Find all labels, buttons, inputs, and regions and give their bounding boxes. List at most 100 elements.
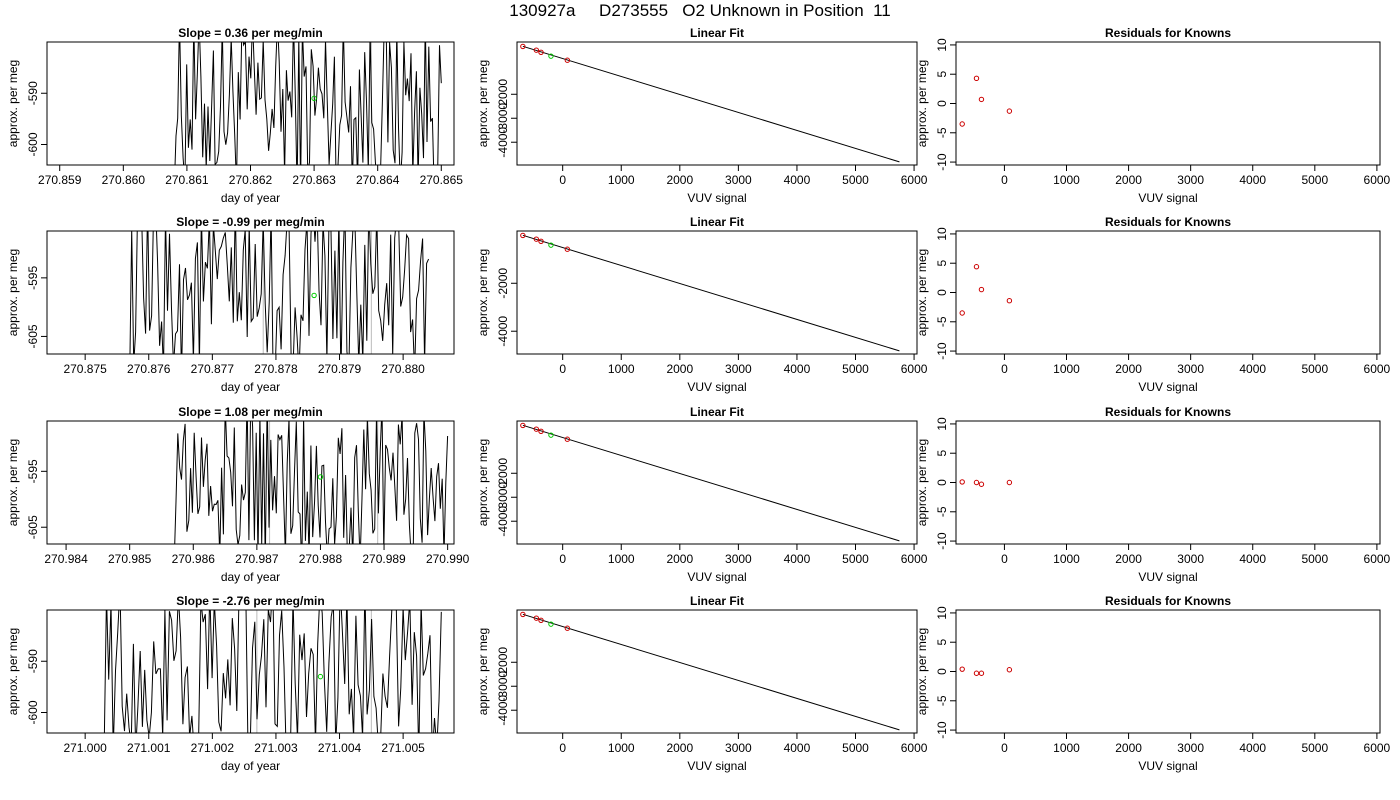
x-tick-label: 270.880: [381, 362, 425, 376]
fit-line: [522, 234, 900, 352]
x-axis-label: VUV signal: [1138, 570, 1197, 584]
x-tick-label: 2000: [1115, 173, 1142, 187]
x-tick-label: 5000: [1301, 173, 1328, 187]
x-tick-label: 270.985: [108, 552, 152, 566]
x-tick-label: 0: [559, 173, 566, 187]
y-tick-label: 5: [935, 450, 949, 457]
x-tick-label: 4000: [1239, 173, 1266, 187]
y-tick-label: 0: [935, 289, 949, 296]
y-tick-label: -3000: [496, 671, 510, 702]
unknown-point: [317, 474, 324, 480]
figure-title: 130927a D273555 O2 Unknown in Position 1…: [509, 1, 891, 20]
x-tick-label: 271.005: [381, 741, 425, 755]
x-tick-label: 270.875: [63, 362, 107, 376]
x-tick-label: 270.989: [362, 552, 406, 566]
panel-title: Residuals for Knowns: [1105, 215, 1231, 229]
x-axis-label: VUV signal: [687, 759, 746, 773]
plot-frame: [46, 230, 455, 355]
panel-title: Slope = -2.76 per meg/min: [176, 594, 324, 608]
residual-point: [973, 75, 980, 82]
x-tick-label: 6000: [901, 552, 928, 566]
y-tick-label: -10: [935, 532, 949, 550]
x-tick-label: 3000: [1177, 741, 1204, 755]
y-tick-label: -2000: [496, 79, 510, 110]
x-tick-label: 271.000: [63, 741, 107, 755]
x-tick-label: 1000: [608, 741, 635, 755]
plot-area: [520, 232, 900, 352]
x-tick-label: 270.984: [44, 552, 88, 566]
y-tick-label: 5: [935, 71, 949, 78]
known-point: [538, 49, 544, 56]
residual-point: [978, 286, 985, 293]
known-point: [564, 436, 571, 442]
plot-area: [520, 43, 900, 163]
x-tick-label: 270.860: [102, 173, 146, 187]
residual-point: [973, 479, 980, 486]
y-axis-label: approx. per meg: [915, 249, 929, 336]
unknown-point: [548, 621, 554, 627]
x-tick-label: 271.003: [254, 741, 298, 755]
plot-frame: [46, 41, 455, 166]
x-tick-label: 270.988: [299, 552, 343, 566]
y-tick-label: 10: [935, 227, 949, 241]
signal-trace: [174, 421, 449, 544]
panel-title: Residuals for Knowns: [1105, 26, 1231, 40]
x-tick-label: 271.004: [318, 741, 362, 755]
x-axis-label: VUV signal: [687, 191, 746, 205]
x-tick-label: 0: [559, 362, 566, 376]
plot-frame: [516, 420, 918, 545]
plot-frame: [955, 230, 1381, 355]
x-tick-label: 0: [1001, 173, 1008, 187]
y-tick-label: 0: [935, 479, 949, 486]
plot-area: [174, 42, 442, 165]
y-tick-label: -605: [26, 515, 40, 539]
known-point: [520, 611, 526, 618]
x-tick-label: 6000: [1364, 173, 1391, 187]
x-tick-label: 3000: [725, 741, 752, 755]
panel-fit-4: Linear Fit 0 1000 2000 3000 4000 5000 6000 -2000…: [476, 594, 928, 773]
residual-point: [1006, 667, 1013, 673]
y-tick-label: -5: [935, 127, 949, 138]
plot-area: [520, 611, 900, 731]
x-tick-label: 1000: [1053, 173, 1080, 187]
known-point: [564, 246, 571, 252]
panel-trace-3: Slope = 1.08 per meg/min 270.984 270.985 27…: [6, 405, 470, 584]
x-axis-label: VUV signal: [687, 570, 746, 584]
x-tick-label: 4000: [1239, 362, 1266, 376]
residual-point: [1006, 108, 1013, 114]
y-axis-label: approx. per meg: [476, 439, 490, 526]
panel-title: Slope = 1.08 per meg/min: [178, 405, 322, 419]
x-tick-label: 270.986: [172, 552, 216, 566]
y-tick-label: 10: [935, 417, 949, 431]
plot-area: [959, 479, 1013, 487]
panel-title: Residuals for Knowns: [1105, 594, 1231, 608]
y-axis-label: approx. per meg: [6, 60, 20, 147]
panel-fit-3: Linear Fit 0 1000 2000 3000 4000 5000 6000 -2000…: [476, 405, 928, 584]
fit-line: [522, 45, 900, 163]
known-point: [520, 232, 526, 239]
panel-title: Linear Fit: [690, 26, 744, 40]
y-axis-label: approx. per meg: [915, 439, 929, 526]
x-tick-label: 270.877: [191, 362, 235, 376]
x-tick-label: 3000: [725, 362, 752, 376]
y-tick-label: -4000: [496, 695, 510, 726]
panel-fit-1: Linear Fit 0 1000 2000 3000 4000 5000 6000 -2000…: [476, 26, 928, 205]
y-axis-label: approx. per meg: [476, 249, 490, 336]
y-axis-label: approx. per meg: [6, 439, 20, 526]
y-tick-label: -600: [26, 132, 40, 156]
x-tick-label: 3000: [1177, 552, 1204, 566]
x-tick-label: 270.859: [38, 173, 82, 187]
known-point: [520, 43, 526, 50]
y-tick-label: 10: [935, 606, 949, 620]
x-tick-label: 270.879: [318, 362, 362, 376]
y-tick-label: 0: [935, 100, 949, 107]
known-point: [533, 47, 540, 53]
unknown-point: [548, 432, 554, 438]
residual-point: [1006, 479, 1013, 486]
residual-point: [959, 310, 965, 316]
plot-frame: [955, 420, 1381, 545]
known-point: [564, 625, 571, 631]
x-tick-label: 4000: [784, 552, 811, 566]
x-tick-label: 1000: [608, 362, 635, 376]
residual-point: [959, 479, 965, 485]
